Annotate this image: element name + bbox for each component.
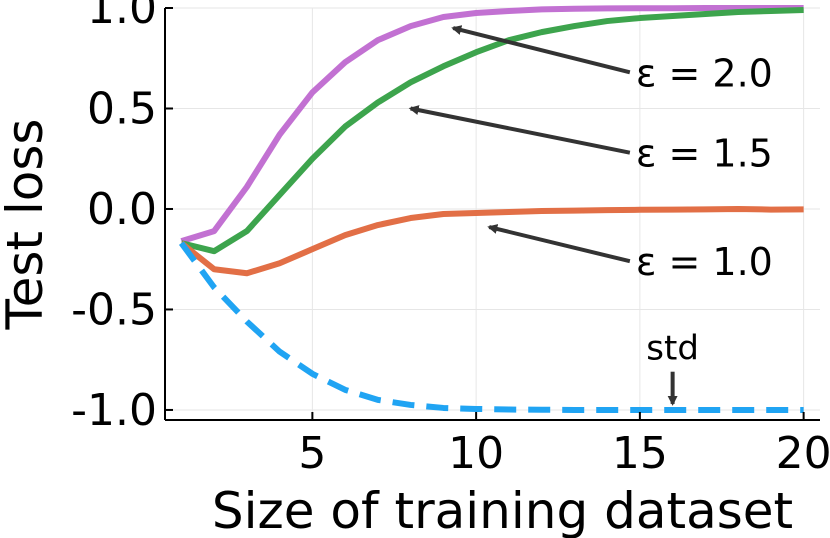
- annotation-arrow-1: [408, 105, 631, 155]
- x-axis-title: Size of training dataset: [212, 482, 793, 538]
- x-tick-label: 5: [298, 428, 326, 479]
- x-tick-label: 10: [448, 428, 504, 479]
- annotation-label-3: std: [646, 329, 699, 369]
- x-tick-label: 20: [776, 428, 830, 479]
- y-axis-title: Test loss: [0, 119, 54, 331]
- y-tick-label: 0.0: [87, 184, 157, 235]
- series-line-3: [178, 241, 804, 413]
- series-line-1: [180, 7, 804, 255]
- x-tick-label: 15: [612, 428, 668, 479]
- series-line-0: [180, 5, 804, 244]
- y-tick-label: -1.0: [71, 385, 157, 436]
- annotation-label-0: ε = 2.0: [636, 51, 773, 95]
- annotations: ε = 2.0 ε = 1.5 ε = 1.0 std: [408, 25, 773, 406]
- series-lines: [178, 5, 804, 413]
- series-line-2: [179, 205, 804, 277]
- y-tick-label: -0.5: [71, 284, 157, 335]
- y-tick-label: 0.5: [87, 83, 157, 134]
- annotation-arrow-0: [451, 25, 631, 75]
- annotation-label-2: ε = 1.0: [636, 240, 773, 284]
- y-tick-label: 1.0: [87, 0, 157, 34]
- annotation-arrow-2: [487, 224, 631, 264]
- annotation-label-1: ε = 1.5: [636, 132, 773, 176]
